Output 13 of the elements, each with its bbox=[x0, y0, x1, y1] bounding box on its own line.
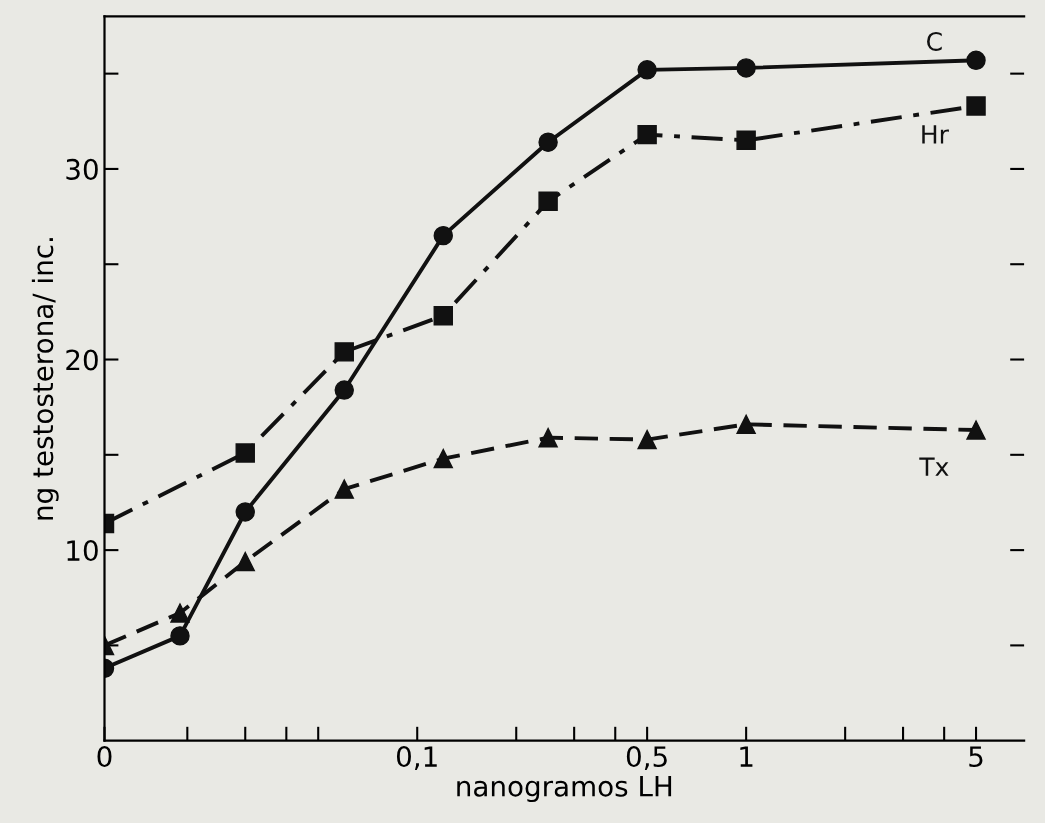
x-axis-title: nanogramos LH bbox=[457, 776, 672, 803]
series-label: Hr bbox=[922, 125, 949, 144]
y-tick-label: 20 bbox=[66, 349, 98, 371]
x-tick-label: 1 bbox=[740, 746, 753, 767]
y-tick-label: 10 bbox=[67, 540, 98, 562]
x-tick-label: 0,1 bbox=[396, 746, 437, 770]
x-tick-label: 5 bbox=[969, 746, 983, 768]
y-tick-label: 30 bbox=[66, 158, 98, 180]
x-tick-label: 0 bbox=[97, 746, 112, 768]
y-axis-title: ng testosterona/ inc. bbox=[31, 238, 59, 520]
x-tick-label: 0,5 bbox=[626, 746, 667, 770]
series-label: Tx bbox=[919, 457, 949, 476]
series-label: C bbox=[927, 31, 942, 51]
